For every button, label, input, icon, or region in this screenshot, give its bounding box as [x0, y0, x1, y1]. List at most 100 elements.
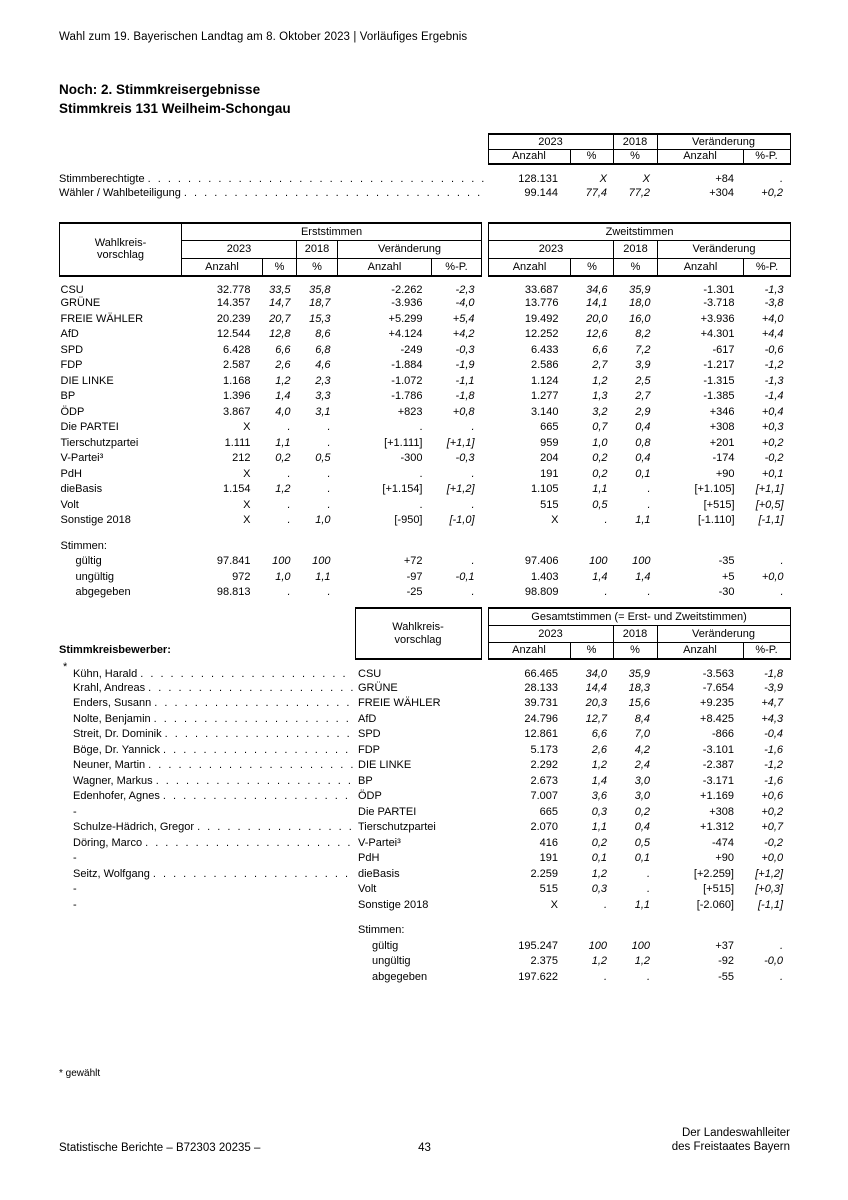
- summary-label: Stimmberechtigte: [59, 172, 145, 185]
- gesamt-value: 2,4: [634, 759, 650, 772]
- gesamt-value: 3,6: [591, 790, 607, 803]
- col-header-change: Veränderung: [657, 240, 792, 259]
- summary-table: 2023 2018 Veränderung Anzahl % % Anzahl …: [59, 133, 791, 201]
- dot-leader: [197, 821, 353, 833]
- erststimmen-value: -1,8: [455, 390, 475, 403]
- erststimmen-value: 4,0: [275, 405, 291, 418]
- zweitstimmen-value: +0,2: [761, 436, 784, 449]
- publisher-line-2: des Freistaates Bayern: [671, 1141, 791, 1153]
- summary-value: +0,2: [761, 186, 784, 199]
- zweitstimmen-value: 6,6: [592, 343, 608, 356]
- zweitstimmen-value: -3.718: [703, 297, 735, 310]
- col-header-anzahl: Anzahl: [656, 641, 744, 660]
- erststimmen-value: 1.168: [222, 374, 251, 387]
- data-row: Tierschutzpartei 1.111 1,1. [+1.111] [+1,1] 9…: [60, 435, 791, 451]
- erststimmen-value: 20.239: [216, 312, 251, 325]
- zweitstimmen-value: 2,7: [635, 390, 651, 403]
- candidate-row: Seitz, Wolfgang dieBasis 2.259 1,2. [+2.259]…: [59, 866, 790, 882]
- candidate-party: BP: [358, 774, 373, 787]
- gesamt-value: 15,6: [628, 697, 650, 710]
- wkv-line-1: Wahlkreis-: [392, 621, 444, 633]
- gesamt-value: -3,9: [764, 681, 784, 694]
- erststimmen-value: .: [419, 467, 423, 480]
- dot-leader: [145, 837, 353, 849]
- erststimmen-value: -1,1: [455, 374, 475, 387]
- name-leader-row: -: [73, 899, 355, 911]
- column-gap: [482, 276, 489, 296]
- gesamt-value: .: [780, 970, 784, 983]
- zweitstimmen-value: 1,3: [592, 390, 608, 403]
- erststimmen-value: +0,8: [452, 405, 475, 418]
- summary-value: +84: [715, 173, 735, 185]
- gesamt-value: -474: [711, 836, 734, 849]
- gesamt-value: .: [646, 867, 650, 880]
- zweitstimmen-value: [+515]: [703, 498, 735, 511]
- column-gap: [482, 435, 489, 451]
- candidate-party: AfD: [358, 712, 377, 725]
- gesamt-value: +0,6: [761, 790, 784, 803]
- zweitstimmen-value: +5: [721, 570, 735, 583]
- name-leader-row: Streit, Dr. Dominik: [73, 728, 355, 740]
- gesamt-value: 7.007: [530, 790, 558, 803]
- empty-cell: [59, 149, 488, 164]
- row-label: BP: [60, 390, 76, 403]
- dot-leader: [153, 868, 353, 880]
- name-leader-row: Döring, Marco: [73, 837, 355, 849]
- name-leader-row: Edenhofer, Agnes: [73, 790, 355, 802]
- summary-value: 77,4: [585, 186, 608, 199]
- zweitstimmen-value: +4,4: [761, 328, 784, 341]
- erststimmen-value: 100: [272, 555, 291, 568]
- zweitstimmen-value: 0,2: [592, 467, 608, 480]
- erststimmen-value: -1.072: [391, 374, 423, 387]
- erststimmen-value: 1,2: [275, 374, 291, 387]
- erststimmen-value: 97.841: [216, 555, 251, 568]
- empty-cell: [59, 134, 488, 149]
- zweitstimmen-value: +4,0: [761, 312, 784, 325]
- gesamt-value: 8,4: [634, 712, 650, 725]
- gesamt-value: 100: [631, 939, 650, 952]
- gesamt-value: +0,0: [761, 852, 784, 865]
- gesamt-value: 18,3: [628, 681, 650, 694]
- candidate-name: -: [73, 898, 77, 911]
- erststimmen-value: .: [471, 421, 475, 434]
- column-gap: [481, 789, 488, 805]
- gesamt-value: [+2.259]: [693, 867, 734, 880]
- name-leader-row: Kühn, Harald: [73, 668, 355, 680]
- zweitstimmen-value: 100: [589, 555, 608, 568]
- erststimmen-value: 6,6: [275, 343, 291, 356]
- row-label: Volt: [60, 498, 79, 511]
- candidate-party: FDP: [358, 743, 380, 756]
- col-header-anzahl: Anzahl: [337, 257, 432, 277]
- dot-leader: [148, 759, 353, 771]
- zweitstimmen-value: -1,4: [764, 390, 784, 403]
- erststimmen-value: 32.778: [216, 283, 251, 296]
- column-gap: [481, 742, 488, 758]
- data-row: abgegeben 98.813.. -25. 98.809.. -30.: [60, 585, 791, 601]
- zweitstimmen-value: 2.586: [530, 359, 559, 372]
- col-header-2018: 2018: [612, 133, 658, 150]
- page-header: Wahl zum 19. Bayerischen Landtag am 8. O…: [59, 31, 468, 43]
- erststimmen-value: .: [327, 467, 331, 480]
- erststimmen-value: 33,5: [269, 283, 291, 296]
- publisher-line-1: Der Landeswahlleiter: [681, 1127, 791, 1139]
- gesamt-value: +4,7: [761, 697, 784, 710]
- spacer-row: [59, 913, 790, 923]
- col-header-2023: 2023: [488, 240, 615, 259]
- row-label: abgegeben: [75, 586, 131, 599]
- col-header-2018: 2018: [612, 624, 658, 643]
- candidate-name: Döring, Marco: [73, 836, 143, 849]
- zweitstimmen-value: [+1,1]: [755, 483, 784, 496]
- zweitstimmen-value: 35,9: [629, 283, 651, 296]
- data-row: BP 1.396 1,4 3,3 -1.786 -1,8 1.277 1,3 2,7 -1.385…: [60, 389, 791, 405]
- erststimmen-value: -0,3: [455, 343, 475, 356]
- zweitstimmen-value: 1,1: [635, 514, 651, 527]
- column-gap: [482, 342, 489, 358]
- col-header-wahlkreisvorschlag: Wahlkreis- vorschlag: [354, 607, 482, 660]
- erststimmen-value: +5,4: [452, 312, 475, 325]
- zweitstimmen-value: +0,3: [761, 421, 784, 434]
- erststimmen-value: 14,7: [269, 297, 291, 310]
- erststimmen-value: -300: [400, 452, 423, 465]
- gesamt-value: -2.387: [702, 759, 734, 772]
- gesamt-value: 1,4: [591, 774, 607, 787]
- gesamt-value: +308: [709, 805, 734, 818]
